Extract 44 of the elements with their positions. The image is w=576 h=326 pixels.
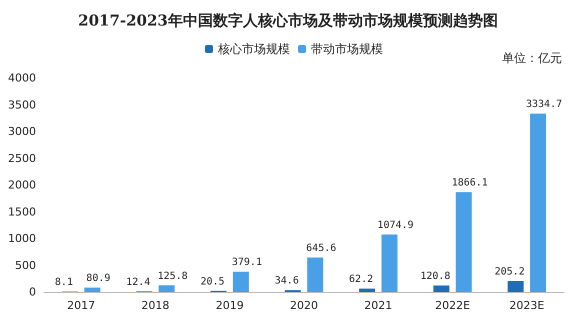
data-label: 1074.9 bbox=[377, 220, 414, 231]
bar bbox=[433, 286, 450, 292]
data-label: 120.8 bbox=[420, 271, 450, 282]
x-tick-label: 2021 bbox=[364, 299, 392, 312]
data-label: 12.4 bbox=[126, 276, 150, 288]
bar bbox=[508, 281, 524, 292]
bar bbox=[456, 192, 472, 292]
x-tick-label: 2023E bbox=[509, 299, 544, 312]
bar bbox=[158, 285, 175, 292]
y-tick-label: 1500 bbox=[8, 205, 36, 218]
y-tick-label: 3000 bbox=[8, 125, 36, 138]
data-label: 8.1 bbox=[54, 277, 73, 288]
text: 单位：亿元 bbox=[502, 51, 562, 65]
y-tick-label: 1000 bbox=[8, 232, 36, 245]
bar bbox=[530, 114, 546, 292]
x-tick-label: 2020 bbox=[290, 299, 318, 312]
data-label: 1866.1 bbox=[452, 178, 488, 189]
x-tick-label: 2017 bbox=[67, 299, 96, 312]
y-tick-label: 3500 bbox=[8, 98, 36, 112]
x-tick-label: 2022E bbox=[435, 299, 470, 312]
y-tick-label: 0 bbox=[29, 286, 36, 298]
data-label: 3334.7 bbox=[526, 99, 562, 110]
data-label: 125.8 bbox=[158, 270, 188, 282]
x-tick-label: 2019 bbox=[216, 299, 244, 312]
data-label: 379.1 bbox=[232, 257, 262, 268]
y-tick-label: 4000 bbox=[8, 72, 36, 84]
data-label: 20.5 bbox=[200, 276, 225, 288]
bar bbox=[381, 234, 398, 292]
legend-label: 带动市场规模 bbox=[311, 42, 383, 56]
data-label: 645.6 bbox=[306, 242, 336, 254]
legend-label: 核心市场规模 bbox=[217, 42, 290, 56]
data-label: 34.6 bbox=[274, 276, 299, 287]
y-tick-label: 500 bbox=[15, 258, 36, 272]
data-label: 80.9 bbox=[86, 273, 110, 284]
y-tick-label: 2500 bbox=[8, 152, 36, 165]
bar bbox=[307, 257, 324, 292]
bar bbox=[84, 288, 100, 292]
data-label: 62.2 bbox=[349, 274, 374, 286]
x-tick-label: 2018 bbox=[141, 299, 170, 312]
data-label: 205.2 bbox=[494, 266, 525, 278]
chart-title: 2017-2023年中国数字人核心市场及带动市场规模预测趋势图 bbox=[78, 12, 498, 30]
bar bbox=[232, 272, 249, 292]
bar bbox=[359, 288, 376, 292]
y-tick-label: 2000 bbox=[8, 178, 36, 192]
